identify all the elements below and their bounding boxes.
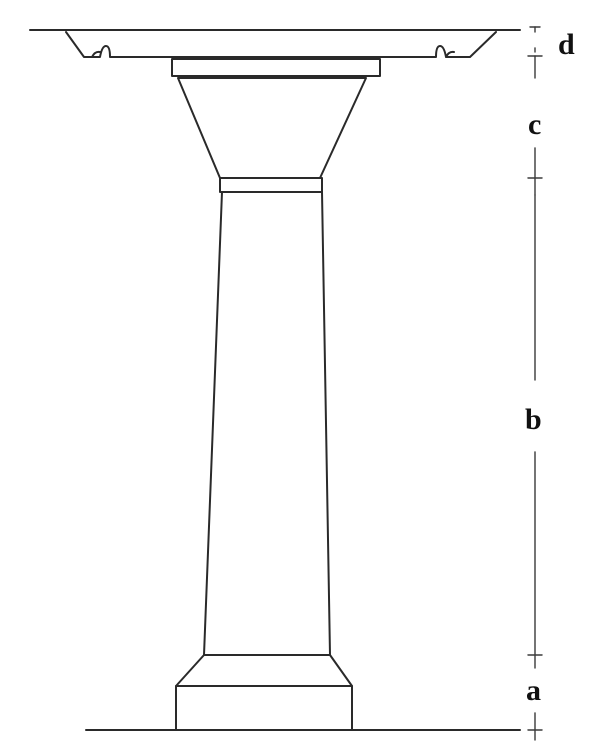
label-b: b [525,403,542,436]
label-c: c [528,108,541,141]
label-d: d [558,28,575,61]
abacus [29,29,521,58]
column-base [175,654,353,731]
label-a: a [526,674,541,707]
dimension-line [527,26,543,741]
necking-band [219,177,323,193]
column-shaft [203,191,331,656]
capital [171,58,381,179]
